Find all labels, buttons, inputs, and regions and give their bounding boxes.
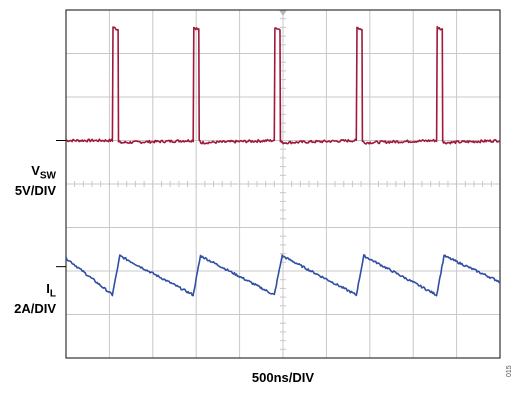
il-scale: 2A/DIV xyxy=(14,300,56,316)
il-trace xyxy=(65,254,501,297)
il-channel-label: IL 2A/DIV xyxy=(0,282,56,316)
vsw-scale: 5V/DIV xyxy=(14,182,56,198)
vsw-channel-label: VSW 5V/DIV xyxy=(0,164,56,198)
il-subscript: L xyxy=(49,288,56,300)
figure-id: 015 xyxy=(506,365,513,377)
vsw-subscript: SW xyxy=(39,170,56,182)
il-name: I xyxy=(46,281,50,296)
plot-border xyxy=(65,9,501,359)
x-axis-label: 500ns/DIV xyxy=(251,370,315,385)
vsw-name: V xyxy=(31,163,40,178)
vsw-trace xyxy=(65,25,501,145)
trigger-marker xyxy=(279,10,287,16)
